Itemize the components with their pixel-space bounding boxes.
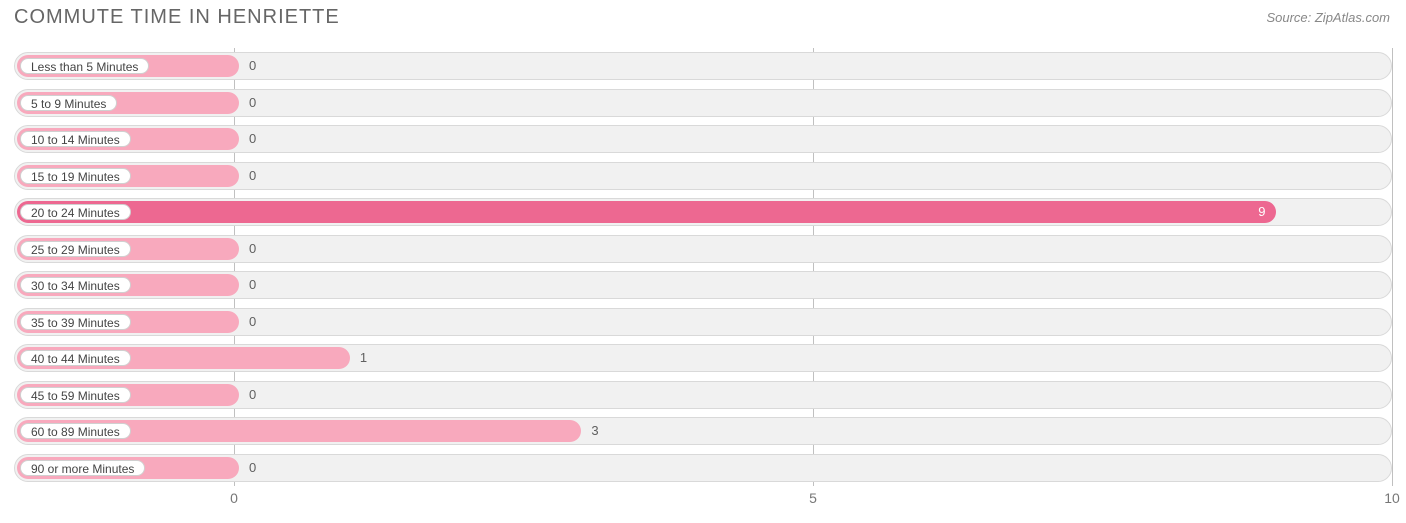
chart-container: COMMUTE TIME IN HENRIETTE Source: ZipAtl…	[0, 0, 1406, 523]
value-label: 0	[249, 314, 256, 330]
value-label: 0	[249, 241, 256, 257]
bar-row: 60 to 89 Minutes 3	[14, 413, 1392, 450]
chart-title: COMMUTE TIME IN HENRIETTE	[14, 6, 340, 29]
value-label: 0	[249, 460, 256, 476]
category-label: Less than 5 Minutes	[20, 58, 149, 74]
x-axis-tick: 0	[230, 490, 238, 506]
value-label: 0	[249, 168, 256, 184]
category-label: 5 to 9 Minutes	[20, 95, 117, 111]
value-label: 3	[591, 423, 598, 439]
bar-row: Less than 5 Minutes 0	[14, 48, 1392, 85]
category-label: 35 to 39 Minutes	[20, 314, 131, 330]
bar-row: 40 to 44 Minutes 1	[14, 340, 1392, 377]
bar-row: 45 to 59 Minutes 0	[14, 377, 1392, 414]
category-label: 15 to 19 Minutes	[20, 168, 131, 184]
x-axis-tick: 10	[1384, 490, 1400, 506]
bar-row: 30 to 34 Minutes 0	[14, 267, 1392, 304]
category-label: 45 to 59 Minutes	[20, 387, 131, 403]
plot-area: Less than 5 Minutes05 to 9 Minutes010 to…	[14, 48, 1392, 486]
category-label: 90 or more Minutes	[20, 460, 145, 476]
bar	[17, 201, 1276, 223]
category-label: 20 to 24 Minutes	[20, 204, 131, 220]
bar-row: 90 or more Minutes 0	[14, 450, 1392, 487]
value-label: 0	[249, 277, 256, 293]
bar-row: 35 to 39 Minutes 0	[14, 304, 1392, 341]
value-label: 9	[1258, 204, 1265, 220]
category-label: 40 to 44 Minutes	[20, 350, 131, 366]
value-label: 0	[249, 387, 256, 403]
bar-row: 5 to 9 Minutes 0	[14, 85, 1392, 122]
value-label: 0	[249, 58, 256, 74]
bar-row: 15 to 19 Minutes 0	[14, 158, 1392, 195]
bar-row: 10 to 14 Minutes 0	[14, 121, 1392, 158]
value-label: 1	[360, 350, 367, 366]
category-label: 60 to 89 Minutes	[20, 423, 131, 439]
x-axis-tick: 5	[809, 490, 817, 506]
category-label: 10 to 14 Minutes	[20, 131, 131, 147]
x-axis: 0510	[14, 490, 1392, 514]
bar-row: 25 to 29 Minutes 0	[14, 231, 1392, 268]
category-label: 30 to 34 Minutes	[20, 277, 131, 293]
value-label: 0	[249, 131, 256, 147]
gridline	[1392, 48, 1393, 486]
category-label: 25 to 29 Minutes	[20, 241, 131, 257]
value-label: 0	[249, 95, 256, 111]
chart-source: Source: ZipAtlas.com	[1266, 10, 1390, 25]
bar-row: 20 to 24 Minutes 9	[14, 194, 1392, 231]
